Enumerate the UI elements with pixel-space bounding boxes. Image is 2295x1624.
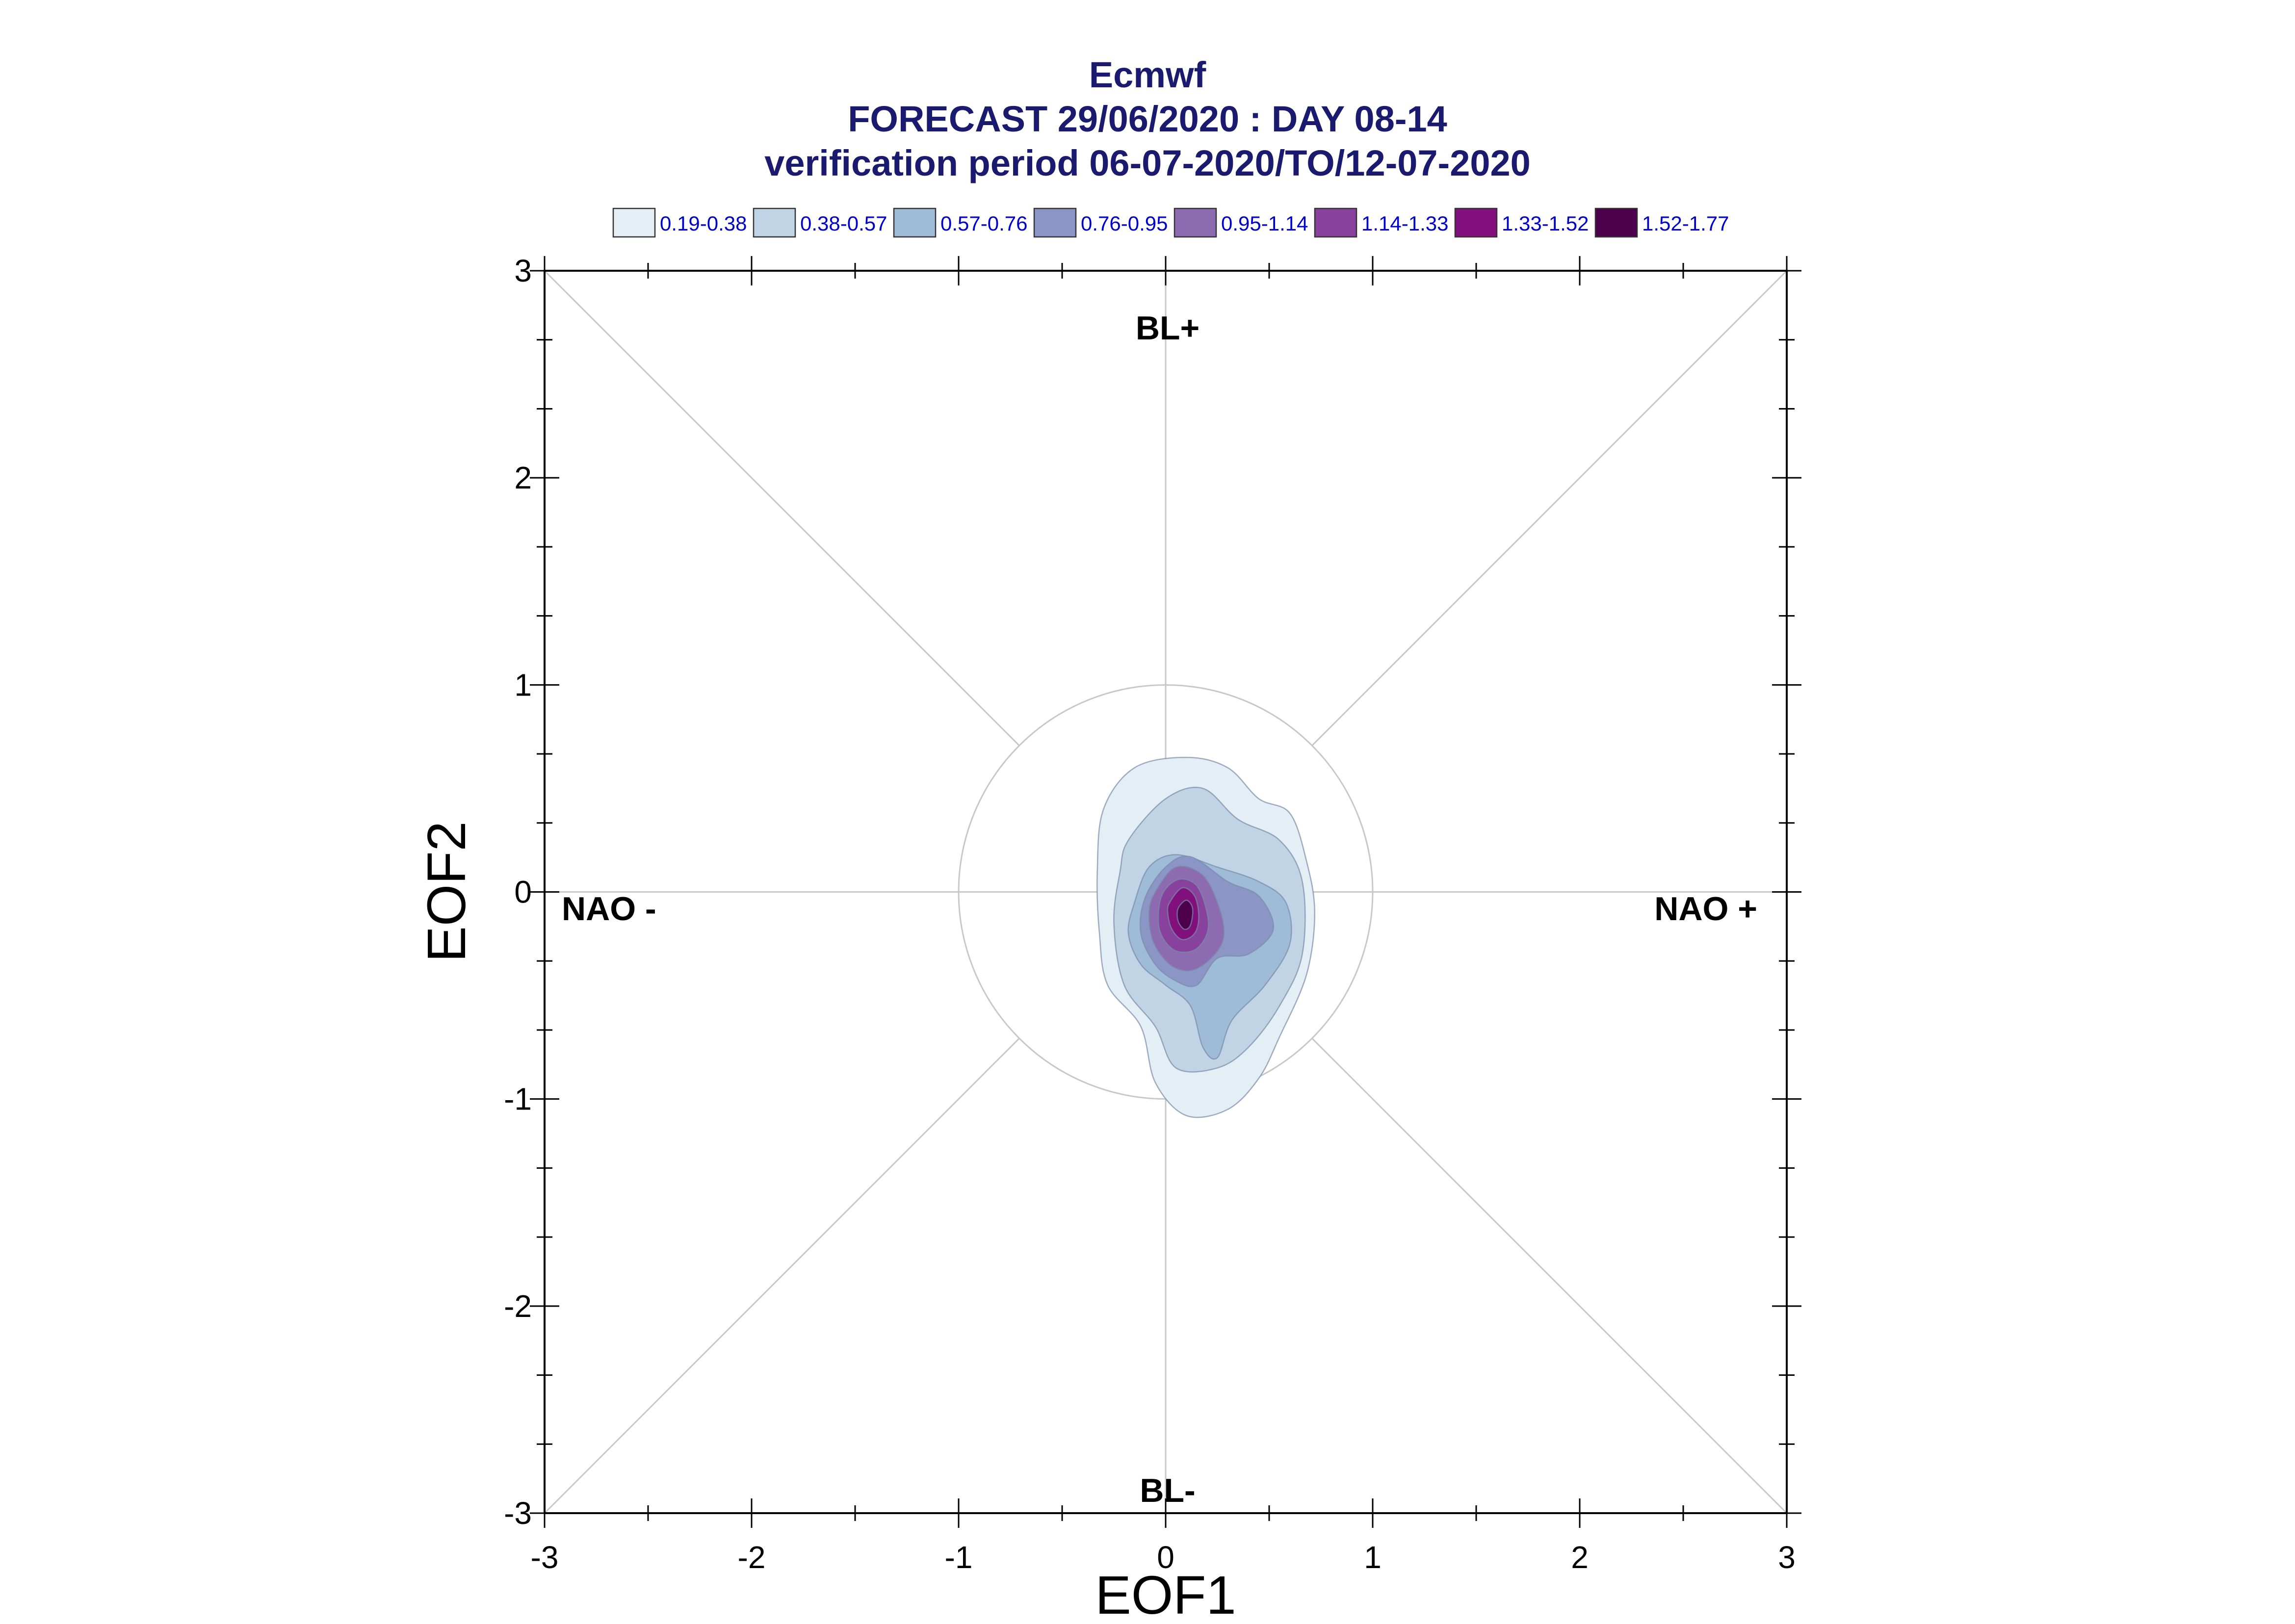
tick-labels: -3 -2 -1 0 1 2 3 -3 -2 -1 0 1 2 3	[504, 253, 1796, 1575]
y-tick-label: -2	[504, 1289, 532, 1324]
legend-label: 1.52-1.77	[1642, 212, 1729, 235]
legend-swatch	[1454, 207, 1498, 238]
regime-label-bottom: BL-	[1140, 1472, 1195, 1509]
x-tick-label: -3	[531, 1540, 559, 1575]
y-tick-label: 1	[514, 667, 532, 702]
legend-label: 1.14-1.33	[1361, 212, 1448, 235]
title-line-3: verification period 06-07-2020/TO/12-07-…	[764, 143, 1531, 183]
x-tick-label: 3	[1778, 1540, 1796, 1575]
x-tick-label: 1	[1364, 1540, 1382, 1575]
y-tick-label: 3	[514, 253, 532, 288]
legend-swatch	[893, 207, 937, 238]
axis-ticks	[530, 256, 1801, 1528]
legend-label: 0.38-0.57	[800, 212, 887, 235]
legend-swatch	[1594, 207, 1638, 238]
legend-swatch	[753, 207, 796, 238]
legend-label: 0.19-0.38	[660, 212, 747, 235]
diagonal-guide-se	[1311, 1037, 1788, 1514]
chart-title: Ecmwf FORECAST 29/06/2020 : DAY 08-14 ve…	[764, 54, 1531, 183]
x-tick-label: -1	[945, 1540, 973, 1575]
x-tick-label: 2	[1571, 1540, 1589, 1575]
legend: 0.19-0.38 0.38-0.57 0.57-0.76 0.76-0.95 0.95…	[612, 207, 1729, 238]
diagonal-guide-ne	[1311, 270, 1788, 747]
legend-label: 1.33-1.52	[1502, 212, 1589, 235]
x-axis-label: EOF1	[1095, 1565, 1236, 1624]
contour-8	[1176, 900, 1194, 930]
legend-swatch	[612, 207, 656, 238]
y-tick-label: 2	[514, 460, 532, 495]
legend-swatch	[1174, 207, 1217, 238]
legend-label: 0.95-1.14	[1221, 212, 1308, 235]
x-tick-label: 0	[1157, 1540, 1174, 1575]
y-tick-label: 0	[514, 875, 532, 910]
y-tick-label: -3	[504, 1495, 532, 1531]
regime-label-top: BL+	[1136, 309, 1200, 347]
y-axis-label: EOF2	[417, 821, 477, 962]
regime-label-left: NAO -	[562, 890, 656, 928]
legend-label: 0.57-0.76	[940, 212, 1027, 235]
title-line-2: FORECAST 29/06/2020 : DAY 08-14	[848, 99, 1447, 139]
y-tick-label: -1	[504, 1082, 532, 1117]
plot-area: -3 -2 -1 0 1 2 3 -3 -2 -1 0 1 2 3	[504, 253, 1801, 1575]
density-contours	[1096, 756, 1316, 1118]
title-line-1: Ecmwf	[1089, 54, 1206, 95]
diagonal-guide-sw	[544, 1037, 1020, 1514]
x-tick-label: -2	[738, 1540, 766, 1575]
legend-swatch	[1033, 207, 1077, 238]
legend-swatch	[1314, 207, 1357, 238]
legend-label: 0.76-0.95	[1081, 212, 1168, 235]
regime-label-right: NAO +	[1654, 890, 1757, 928]
diagonal-guide-nw	[544, 270, 1020, 747]
